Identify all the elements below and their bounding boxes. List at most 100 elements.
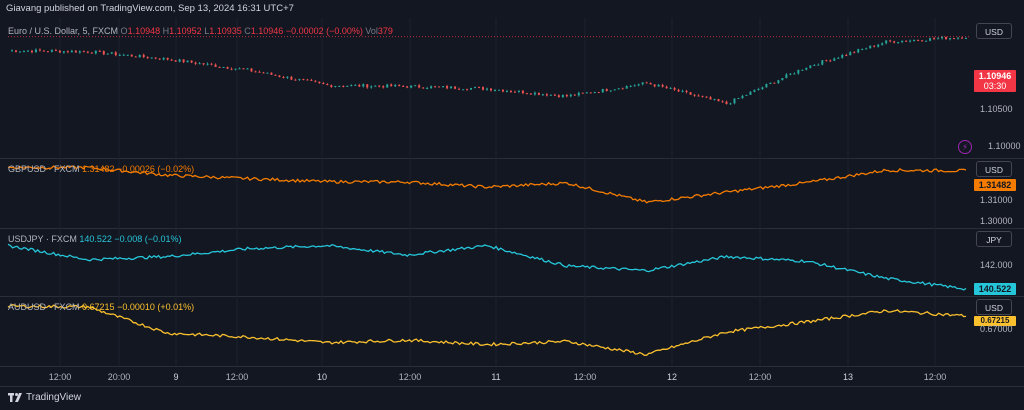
eurusd-candle: [270, 72, 273, 75]
audusd-symbol[interactable]: AUDUSD · FXCM: [8, 302, 80, 312]
gbpusd-currency-button[interactable]: USD: [976, 161, 1012, 177]
time-axis[interactable]: 12:00 20:00 9 12:00 10 12:00 11 12:00 12 12:00 13 1…: [0, 366, 1024, 386]
pane-separator[interactable]: [0, 158, 1024, 159]
pane-separator[interactable]: [0, 228, 1024, 229]
eurusd-candle: [681, 90, 684, 92]
eurusd-candle: [434, 86, 437, 88]
eurusd-candle: [278, 75, 281, 77]
eurusd-candle: [350, 84, 353, 86]
eurusd-candle: [354, 84, 357, 86]
eurusd-candle: [70, 50, 73, 53]
eurusd-candle: [677, 89, 680, 92]
eurusd-candle: [22, 50, 25, 52]
eurusd-candle: [773, 82, 776, 84]
publisher-line: Giavang published on TradingView.com, Se…: [6, 3, 294, 14]
eurusd-candle: [146, 57, 149, 59]
eurusd-candle: [250, 68, 253, 72]
eurusd-candle: [793, 73, 796, 75]
eurusd-candle: [326, 84, 329, 86]
eurusd-candle: [302, 79, 305, 81]
audusd-legend[interactable]: AUDUSD · FXCM 0.67215 −0.00010 (+0.01%): [8, 301, 194, 313]
eurusd-candle: [621, 88, 624, 90]
eurusd-candle: [553, 94, 556, 96]
eurusd-candle: [913, 39, 916, 41]
eurusd-candle: [513, 91, 516, 93]
eurusd-candle: [661, 84, 664, 87]
eurusd-candle: [246, 68, 249, 70]
chart-canvas[interactable]: [0, 0, 1024, 386]
gbpusd-legend[interactable]: GBPUSD · FXCM 1.31482 −0.00026 (−0.02%): [8, 163, 194, 175]
eurusd-candle: [565, 94, 568, 97]
close-value: 1.10946: [250, 26, 284, 36]
eurusd-candle: [597, 92, 600, 94]
eurusd-candle: [30, 50, 33, 53]
usdjpy-currency-button[interactable]: JPY: [976, 231, 1012, 247]
eurusd-candle: [529, 93, 532, 95]
eurusd-candle: [218, 66, 221, 68]
eurusd-candle: [617, 88, 620, 90]
pane-separator[interactable]: [0, 296, 1024, 297]
brand[interactable]: TradingView: [8, 392, 81, 403]
footer: TradingView: [0, 386, 1024, 410]
eurusd-candle: [38, 49, 41, 51]
eurusd-candle: [789, 73, 792, 75]
eurusd-candle: [585, 92, 588, 94]
eurusd-candle: [509, 90, 512, 92]
eurusd-candle: [62, 51, 65, 53]
eurusd-candle: [14, 50, 17, 52]
eurusd-candle: [961, 37, 964, 39]
eurusd-candle: [753, 89, 756, 92]
eurusd-candle: [286, 76, 289, 78]
eurusd-candle: [725, 101, 728, 104]
eurusd-candle: [386, 84, 389, 88]
eurusd-candle: [749, 91, 752, 95]
time-axis-label: 12:00: [398, 372, 422, 382]
eurusd-candle: [422, 87, 425, 89]
eurusd-candle: [957, 37, 960, 39]
time-axis-label: 12: [666, 372, 678, 382]
eurusd-legend[interactable]: Euro / U.S. Dollar, 5, FXCM O1.10948 H1.…: [8, 25, 393, 37]
eurusd-candle: [206, 63, 209, 65]
eurusd-currency-button[interactable]: USD: [976, 23, 1012, 39]
eurusd-candle: [90, 52, 93, 54]
eurusd-candle: [573, 94, 576, 96]
eurusd-candle: [737, 98, 740, 100]
usdjpy-legend[interactable]: USDJPY · FXCM 140.522 −0.008 (−0.01%): [8, 233, 181, 245]
eurusd-candle: [142, 54, 145, 58]
eurusd-candle: [334, 85, 337, 87]
eurusd-candle: [342, 85, 345, 87]
usdjpy-symbol[interactable]: USDJPY · FXCM: [8, 234, 77, 244]
time-axis-label: 11: [491, 372, 501, 382]
eurusd-candle: [593, 92, 596, 94]
eurusd-tick: 1.10500: [980, 104, 1013, 114]
eurusd-candle: [254, 71, 257, 73]
eurusd-candle: [134, 56, 137, 58]
eurusd-candle: [118, 54, 121, 56]
eurusd-candle: [362, 84, 365, 87]
eurusd-candle: [601, 88, 604, 93]
eurusd-candle: [801, 69, 804, 71]
eurusd-symbol[interactable]: Euro / U.S. Dollar, 5, FXCM: [8, 26, 119, 36]
eurusd-candle: [298, 79, 301, 81]
eurusd-candle: [430, 86, 433, 89]
eurusd-candle: [462, 89, 465, 91]
audusd-currency-button[interactable]: USD: [976, 299, 1012, 315]
usdjpy-tick: 142.000: [980, 260, 1013, 270]
eurusd-candle: [466, 89, 469, 91]
gbpusd-symbol[interactable]: GBPUSD · FXCM: [8, 164, 80, 174]
usdjpy-price: 140.522: [79, 234, 112, 244]
eurusd-candle: [709, 97, 712, 100]
eurusd-candle: [669, 87, 672, 89]
eurusd-candle: [693, 94, 696, 96]
eurusd-candle: [150, 57, 153, 59]
lightning-icon[interactable]: ⚡: [958, 140, 972, 154]
eurusd-candle: [557, 95, 560, 98]
eurusd-candle: [665, 86, 668, 89]
eurusd-candle: [745, 94, 748, 96]
eurusd-candle: [122, 54, 125, 56]
eurusd-candle: [78, 51, 81, 53]
eurusd-candle: [685, 90, 688, 93]
eurusd-candle: [577, 92, 580, 96]
eurusd-candle: [821, 60, 824, 65]
eurusd-candle: [965, 38, 967, 40]
